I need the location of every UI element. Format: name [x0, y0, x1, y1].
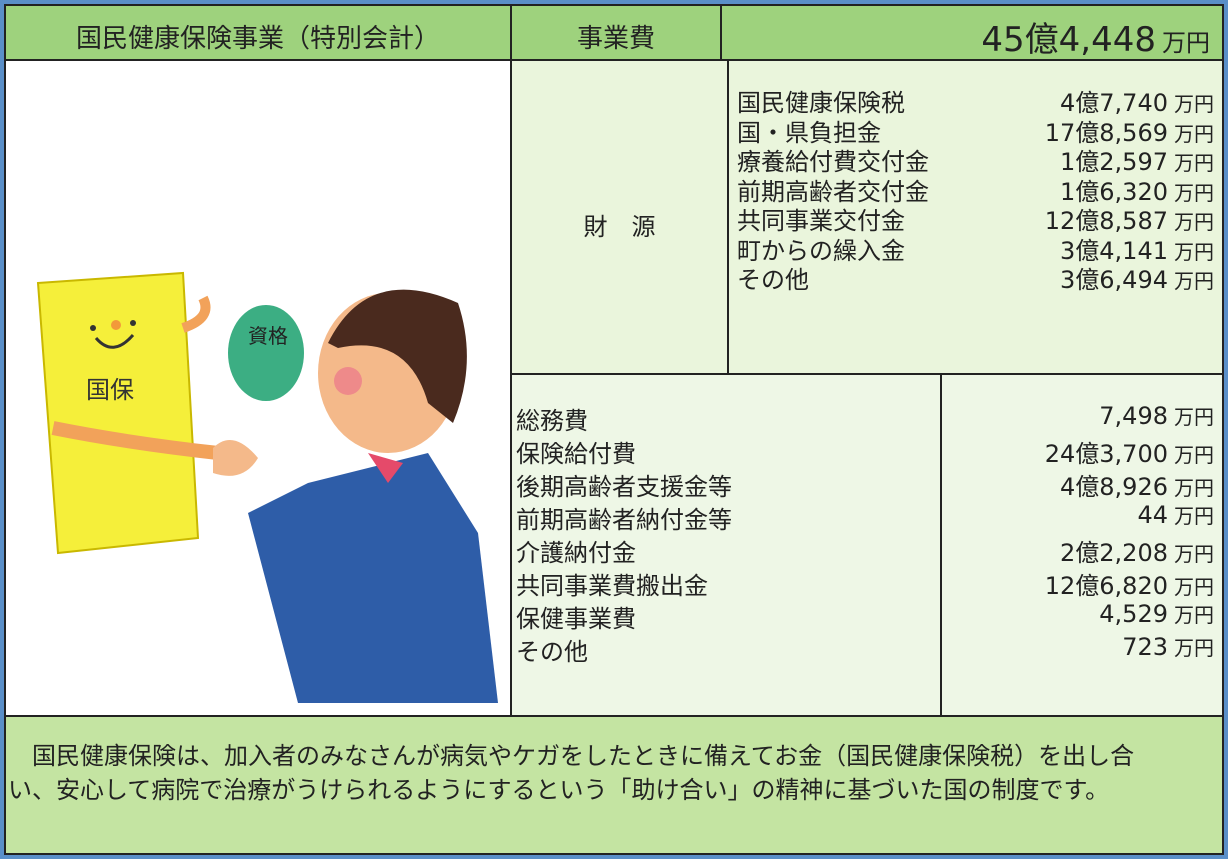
revenue-item: 町からの繰入金 — [737, 231, 905, 266]
unit: 万円 — [1174, 210, 1214, 234]
revenue-name: 国民健康保険税 — [737, 89, 905, 117]
expenditure-name: 前期高齢者納付金等 — [516, 506, 732, 534]
expenditure-name: 共同事業費搬出金 — [516, 572, 708, 600]
revenue-item: 共同事業交付金 — [737, 201, 905, 236]
expenditure-item: その他 — [516, 632, 588, 667]
illustration: 国保 資格 — [36, 271, 498, 703]
footer-text: 国民健康保険は、加入者のみなさんが病気やケガをしたときに備えてお金（国民健康保険… — [8, 742, 1135, 804]
amount: 2億2,208 — [1060, 539, 1168, 567]
expenditure-item: 後期高齢者支援金等 — [516, 467, 732, 502]
expenditure-name: 介護納付金 — [516, 539, 636, 567]
amount: 1億2,597 — [1060, 148, 1168, 176]
revenue-amount: 17億8,569 万円 — [1045, 113, 1214, 148]
expenditure-item: 保健事業費 — [516, 599, 636, 634]
unit: 万円 — [1174, 542, 1214, 566]
expenditure-name: 後期高齢者支援金等 — [516, 473, 732, 501]
expenditure-amount: 7,498 万円 — [1099, 401, 1214, 430]
amount: 4,529 — [1099, 600, 1168, 628]
unit: 万円 — [1174, 239, 1214, 264]
amount: 3億4,141 — [1060, 236, 1168, 265]
revenue-label-cell: 財 源 — [510, 59, 729, 375]
unit: 万円 — [1174, 476, 1214, 500]
title-cell: 国民健康保険事業（特別会計） — [4, 4, 512, 61]
amount: 3億6,494 — [1060, 266, 1168, 294]
card-text: 国保 — [86, 376, 134, 404]
amount: 4億7,740 — [1060, 89, 1168, 117]
revenue-item: 国・県負担金 — [737, 113, 881, 148]
expenditure-amount: 4,529 万円 — [1099, 599, 1214, 628]
revenue-item: 国民健康保険税 — [737, 83, 905, 118]
expenditure-amount: 723 万円 — [1122, 632, 1214, 661]
cost-label-cell: 事業費 — [510, 4, 722, 61]
revenue-list: 国民健康保険税 4億7,740 万円 国・県負担金 17億8,569 万円 療養給付費交付金… — [727, 59, 1224, 375]
revenue-item: その他 — [737, 260, 809, 295]
amount: 44 — [1137, 501, 1168, 529]
bubble-text: 資格 — [248, 324, 288, 348]
unit: 万円 — [1174, 636, 1214, 660]
revenue-name: 国・県負担金 — [737, 118, 881, 147]
amount: 24億3,700 — [1044, 440, 1168, 468]
unit: 万円 — [1174, 405, 1214, 429]
expenditure-amount: 12億6,820 万円 — [1045, 566, 1214, 601]
revenue-amount: 1億2,597 万円 — [1060, 142, 1214, 177]
expenditure-item: 介護納付金 — [516, 533, 636, 568]
expenditure-labels: 総務費保険給付費後期高齢者支援金等 前期高齢者納付金等 介護納付金共同事業費搬出金保… — [510, 373, 942, 717]
amount: 7,498 — [1099, 402, 1168, 430]
revenue-amount: 3億6,494 万円 — [1060, 260, 1214, 295]
revenue-name: その他 — [737, 266, 809, 294]
unit: 万円 — [1174, 443, 1214, 467]
expenditure-item: 総務費 — [516, 401, 588, 436]
title: 国民健康保険事業（特別会計） — [75, 24, 440, 54]
amount: 4億8,926 — [1060, 473, 1168, 501]
expenditure-amounts: 7,498 万円 24億3,700 万円 4億8,926 万円 44 万円 2億2,208 万円 1… — [940, 373, 1224, 717]
unit: 万円 — [1174, 575, 1214, 599]
total: 45億4,448 — [981, 20, 1156, 60]
amount: 12億8,587 — [1044, 207, 1168, 235]
unit: 万円 — [1174, 603, 1214, 627]
expenditure-name: 保険給付費 — [516, 440, 636, 468]
total-cell: 45億4,448 万円 — [720, 4, 1224, 61]
expenditure-amount: 24億3,700 万円 — [1045, 434, 1214, 469]
cost-label: 事業費 — [576, 24, 655, 54]
amount: 17億8,569 — [1044, 118, 1168, 147]
expenditure-name: 保健事業費 — [516, 605, 636, 633]
expenditure-item: 共同事業費搬出金 — [516, 566, 708, 601]
illustration-cell: 国保 資格 — [4, 59, 512, 717]
expenditure-name: その他 — [516, 638, 588, 666]
expenditure-amount: 44 万円 — [1137, 500, 1214, 529]
revenue-amount: 1億6,320 万円 — [1060, 172, 1214, 207]
expenditure-amount: 4億8,926 万円 — [1060, 467, 1214, 502]
revenue-amount: 12億8,587 万円 — [1045, 201, 1214, 236]
revenue-amount: 3億4,141 万円 — [1060, 231, 1214, 266]
expenditure-amount: 2億2,208 万円 — [1060, 533, 1214, 568]
revenue-item: 療養給付費交付金 — [737, 142, 929, 177]
revenue-item: 前期高齢者交付金 — [737, 172, 929, 207]
unit: 万円 — [1174, 269, 1214, 293]
revenue-name: 前期高齢者交付金 — [737, 177, 929, 206]
amount: 12億6,820 — [1044, 572, 1168, 600]
unit: 万円 — [1174, 92, 1214, 116]
revenue-name: 療養給付費交付金 — [737, 148, 929, 176]
expenditure-item: 保険給付費 — [516, 434, 636, 469]
revenue-name: 共同事業交付金 — [737, 207, 905, 235]
footer-cell: 国民健康保険は、加入者のみなさんが病気やケガをしたときに備えてお金（国民健康保険… — [4, 715, 1224, 855]
unit: 万円 — [1174, 121, 1214, 146]
unit: 万円 — [1174, 180, 1214, 205]
unit: 万円 — [1162, 29, 1210, 57]
expenditure-name: 総務費 — [516, 407, 588, 435]
unit: 万円 — [1174, 151, 1214, 175]
total-amount: 45億4,448 万円 — [981, 12, 1210, 61]
amount: 723 — [1122, 633, 1168, 661]
revenue-amount: 4億7,740 万円 — [1060, 83, 1214, 118]
expenditure-item: 前期高齢者納付金等 — [516, 500, 732, 535]
revenue-name: 町からの繰入金 — [737, 236, 905, 265]
amount: 1億6,320 — [1060, 177, 1168, 206]
unit: 万円 — [1174, 504, 1214, 528]
revenue-label: 財 源 — [583, 213, 656, 241]
